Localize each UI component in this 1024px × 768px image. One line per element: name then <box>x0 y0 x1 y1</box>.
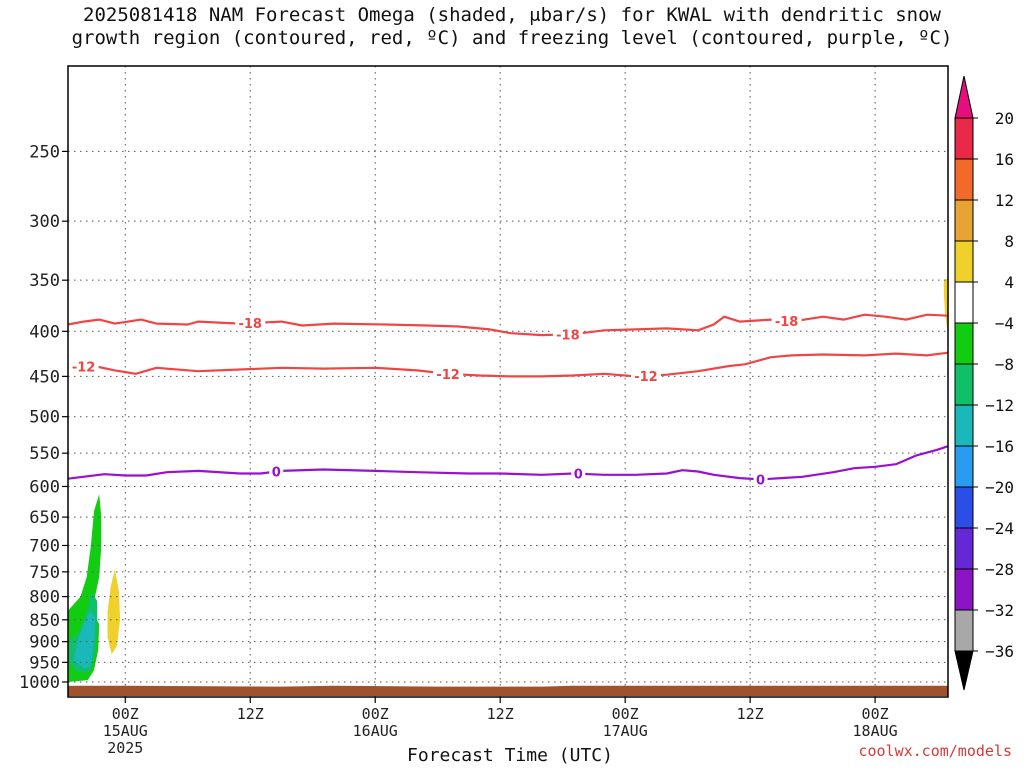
ground-layer <box>68 685 948 696</box>
colorbar-swatch <box>954 363 974 406</box>
contour-label-background <box>771 313 802 329</box>
colorbar-label: −24 <box>985 519 1014 538</box>
colorbar-bottom-extend <box>954 650 974 691</box>
colorbar-swatch <box>954 322 974 365</box>
ground-surface <box>68 685 948 696</box>
contour-label-background <box>571 465 586 481</box>
y-tick-label: 750 <box>29 563 60 583</box>
x-tick-label: 00Z <box>612 705 639 723</box>
x-tick-date-label: 15AUG <box>103 722 148 740</box>
y-tick-label: 400 <box>29 322 60 342</box>
x-tick-label: 12Z <box>237 705 264 723</box>
x-tick-date-label: 17AUG <box>603 722 648 740</box>
colorbar-swatch <box>954 486 974 529</box>
omega-shaded-region <box>943 278 948 336</box>
colorbar-swatch <box>954 568 974 611</box>
x-tick-date-label: 16AUG <box>353 722 398 740</box>
omega-shaded-region <box>73 610 96 669</box>
omega-shading-layer <box>68 278 948 682</box>
y-tick-label: 550 <box>29 444 60 464</box>
colorbar-swatch <box>954 281 974 324</box>
colorbar-label: −36 <box>985 642 1014 661</box>
x-tick-label: 00Z <box>362 705 389 723</box>
contour-label-background <box>269 463 284 479</box>
colorbar-label: −20 <box>985 478 1014 497</box>
contour-label: 0 <box>574 468 583 483</box>
colorbar-swatch <box>954 240 974 283</box>
colorbar-label: −28 <box>985 560 1014 579</box>
contour-line <box>67 313 949 337</box>
colorbar-label: −32 <box>985 601 1014 620</box>
colorbar-swatch <box>954 527 974 570</box>
y-tick-label: 700 <box>29 536 60 556</box>
contour-layer: -18 -18 -18 -12 -12 -12 0 0 0 <box>67 313 949 488</box>
contour-line <box>67 445 949 481</box>
y-tick-label: 450 <box>29 367 60 387</box>
y-tick-label: 250 <box>29 142 60 162</box>
y-tick-label: 650 <box>29 508 60 528</box>
contour-label: 0 <box>272 466 281 481</box>
colorbar-top-extend <box>954 75 974 119</box>
y-tick-label: 500 <box>29 408 60 428</box>
x-tick-label: 12Z <box>737 705 764 723</box>
colorbar-swatch <box>954 117 974 160</box>
x-tick-label: 00Z <box>862 705 889 723</box>
plot-frame <box>67 65 949 698</box>
colorbar-label: −16 <box>985 437 1014 456</box>
y-tick-label: 1000 <box>19 673 60 693</box>
colorbar-label: 4 <box>1004 273 1014 292</box>
contour-label: -12 <box>72 361 96 376</box>
contour-label: 0 <box>756 473 765 488</box>
y-tick-label: 350 <box>29 271 60 291</box>
y-tick-label: 300 <box>29 212 60 232</box>
x-tick-year-label: 2025 <box>107 739 143 757</box>
x-axis-label: Forecast Time (UTC) <box>407 745 613 766</box>
colorbar-swatch <box>954 199 974 242</box>
colorbar-label: 12 <box>995 191 1014 210</box>
grid-layer <box>68 66 948 697</box>
contour-label-background <box>552 326 583 342</box>
contour-label-background <box>68 358 99 374</box>
colorbar-label: 8 <box>1004 232 1014 251</box>
x-tick-label: 00Z <box>112 705 139 723</box>
colorbar-label: 16 <box>995 150 1014 169</box>
chart-title-line-2: growth region (contoured, red, ºC) and f… <box>71 27 953 49</box>
colorbar-swatch <box>954 404 974 447</box>
chart-title-line-1: 2025081418 NAM Forecast Omega (shaded, μ… <box>83 4 941 26</box>
contour-label: -18 <box>775 315 799 330</box>
omega-shaded-region <box>107 569 121 655</box>
y-tick-label: 850 <box>29 611 60 631</box>
y-tick-label: 950 <box>29 653 60 673</box>
colorbar-label: −12 <box>985 396 1014 415</box>
contour-label: -18 <box>556 328 580 343</box>
colorbar-swatch <box>954 158 974 201</box>
colorbar-swatch <box>954 609 974 652</box>
contour-label-background <box>753 471 768 487</box>
contour-label-background <box>433 365 464 381</box>
contour-label-background <box>630 367 661 383</box>
contour-label: -18 <box>238 317 262 332</box>
y-tick-label: 800 <box>29 588 60 608</box>
colorbar-label: −8 <box>995 355 1014 374</box>
colorbar-label: −4 <box>995 314 1014 333</box>
y-tick-label: 600 <box>29 477 60 497</box>
colorbar-swatch <box>954 445 974 488</box>
contour-label: -12 <box>634 370 658 385</box>
y-tick-label: 900 <box>29 633 60 653</box>
watermark-text: coolwx.com/models <box>858 742 1012 760</box>
colorbar-label: 20 <box>995 109 1014 128</box>
x-tick-label: 12Z <box>487 705 514 723</box>
axes-layer: 2503003504004505005506006507007508008509… <box>19 65 949 757</box>
x-tick-date-label: 18AUG <box>853 722 898 740</box>
contour-label-background <box>235 315 266 331</box>
chart-title: 2025081418 NAM Forecast Omega (shaded, μ… <box>0 4 1024 50</box>
colorbar: 20 16 12 8 4 −4 −8 −12 −16 −20 −24 −28 −32 −36 <box>954 75 1014 691</box>
contour-label: -12 <box>436 368 460 383</box>
contour-line <box>67 351 949 378</box>
